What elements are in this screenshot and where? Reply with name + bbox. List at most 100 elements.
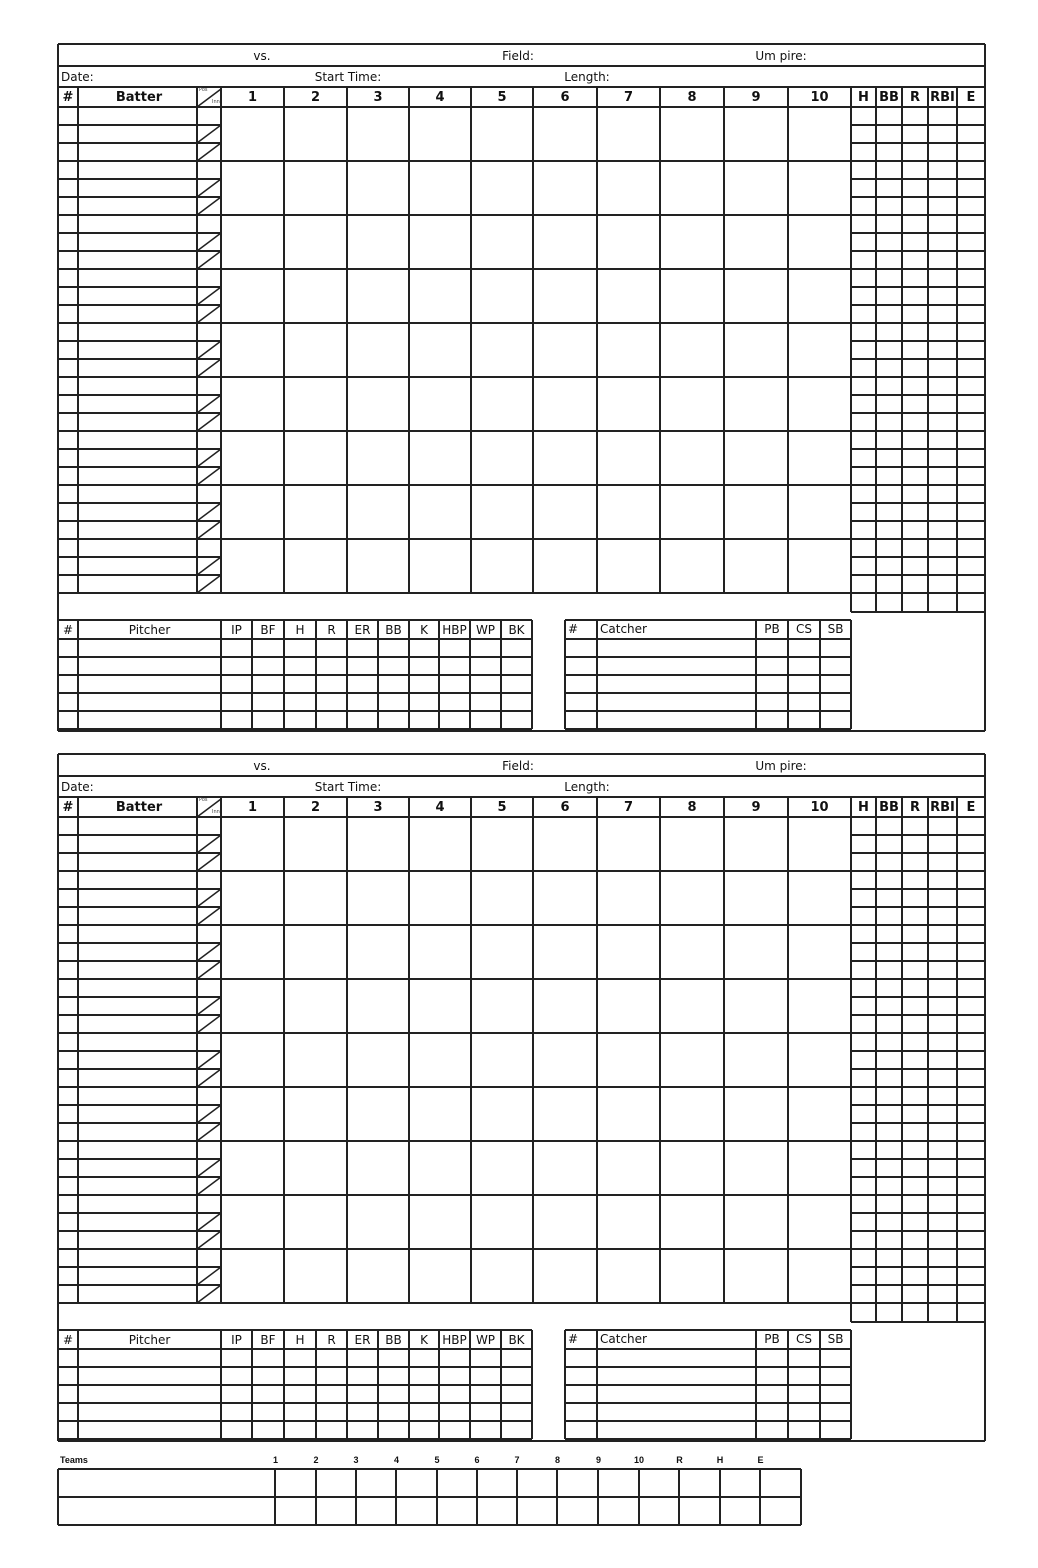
- pos-inn-diagonal: [196, 1230, 222, 1250]
- grid-line: [851, 394, 985, 396]
- grid-line: [851, 1176, 985, 1178]
- grid-line: [723, 87, 725, 593]
- grid-line: [851, 358, 985, 360]
- grid-line: [58, 376, 985, 378]
- grid-line: [851, 996, 985, 998]
- grid-line: [819, 620, 821, 729]
- grid-line: [58, 412, 221, 414]
- catcher-header-sb: SB: [827, 622, 844, 636]
- catcher-header-cs: CS: [796, 622, 812, 636]
- grid-line: [875, 87, 877, 612]
- grid-line: [58, 1284, 221, 1286]
- grid-line: [58, 752, 985, 756]
- inning-header-1: 1: [247, 90, 258, 105]
- grid-line: [355, 1469, 357, 1525]
- inning-header-7: 7: [623, 800, 634, 815]
- grid-line: [346, 797, 348, 1303]
- grid-line: [58, 178, 221, 180]
- grid-line: [58, 960, 221, 962]
- grid-line: [58, 906, 221, 908]
- grid-line: [565, 674, 851, 676]
- linescore-header-h: H: [716, 1455, 724, 1465]
- grid-line: [346, 87, 348, 593]
- grid-line: [58, 870, 985, 872]
- inning-header-1: 1: [247, 800, 258, 815]
- inning-header-3: 3: [373, 90, 383, 105]
- grid-line: [516, 1469, 518, 1525]
- grid-line: [469, 1330, 471, 1439]
- grid-line: [58, 1302, 985, 1304]
- field-label: Field:: [502, 759, 534, 773]
- grid-line: [787, 620, 789, 729]
- grid-line: [851, 196, 985, 198]
- grid-line: [436, 1469, 438, 1525]
- grid-line: [956, 87, 958, 612]
- grid-line: [659, 797, 661, 1303]
- grid-line: [851, 852, 985, 854]
- pos-inn-diagonal: [196, 1104, 222, 1124]
- stat-header-rbi: RBI: [930, 800, 955, 815]
- grid-line: [58, 1266, 221, 1268]
- grid-line: [438, 620, 440, 729]
- grid-line: [346, 620, 348, 729]
- grid-line: [596, 620, 598, 729]
- grid-line: [850, 1330, 852, 1439]
- grid-line: [58, 1329, 532, 1331]
- grid-line: [408, 620, 410, 729]
- grid-line: [58, 852, 221, 854]
- grid-line: [58, 924, 985, 926]
- inning-header-10: 10: [810, 800, 829, 815]
- batter-header: Batter: [115, 800, 163, 815]
- grid-line: [274, 1469, 276, 1525]
- pitcher-header-er: ER: [354, 623, 371, 637]
- pos-inn-diagonal: [196, 574, 222, 594]
- start-time-label: Start Time:: [314, 780, 382, 794]
- grid-line: [565, 1402, 851, 1404]
- grid-line: [565, 1366, 851, 1368]
- grid-line: [851, 556, 985, 558]
- grid-line: [58, 65, 985, 67]
- pitcher-header-h: H: [295, 1333, 305, 1347]
- grid-line: [58, 1014, 221, 1016]
- grid-line: [58, 340, 221, 342]
- umpire-label: Um pire:: [755, 49, 807, 63]
- grid-line: [395, 1469, 397, 1525]
- pitcher-header-k: K: [420, 1333, 428, 1347]
- grid-line: [851, 1266, 985, 1268]
- grid-line: [58, 1402, 532, 1404]
- grid-line: [556, 1469, 558, 1525]
- linescore-header-2: 2: [313, 1455, 319, 1465]
- grid-line: [851, 448, 985, 450]
- linescore-header-10: 10: [633, 1455, 645, 1465]
- grid-line: [500, 620, 502, 729]
- grid-line: [659, 87, 661, 593]
- pos-inn-diagonal: [196, 124, 222, 144]
- linescore-header-r: R: [676, 1455, 683, 1465]
- grid-line: [755, 620, 757, 729]
- grid-line: [596, 1330, 598, 1439]
- grid-line: [58, 1524, 801, 1526]
- inning-header-5: 5: [497, 800, 507, 815]
- grid-line: [851, 1122, 985, 1124]
- inning-header-6: 6: [560, 90, 570, 105]
- grid-line: [470, 87, 472, 593]
- linescore-header-e: E: [757, 1455, 764, 1465]
- pos-inn-diagonal: [196, 852, 222, 872]
- grid-line: [58, 142, 221, 144]
- grid-line: [283, 797, 285, 1303]
- length-label: Length:: [564, 70, 610, 84]
- linescore-header-8: 8: [554, 1455, 561, 1465]
- grid-line: [58, 638, 532, 640]
- pos-inn-diagonal: [196, 1212, 222, 1232]
- grid-line: [58, 556, 221, 558]
- pos-inn-diagonal: [196, 412, 222, 432]
- grid-line: [58, 502, 221, 504]
- pitcher-header-bk: BK: [508, 623, 525, 637]
- grid-line: [58, 1384, 532, 1386]
- pos-inn-diagonal: [196, 1284, 222, 1304]
- grid-line: [220, 1330, 222, 1439]
- pos-inn-diagonal: [196, 834, 222, 854]
- grid-line: [58, 232, 221, 234]
- catcher-header-cs: CS: [796, 1332, 812, 1346]
- grid-line: [77, 797, 79, 1303]
